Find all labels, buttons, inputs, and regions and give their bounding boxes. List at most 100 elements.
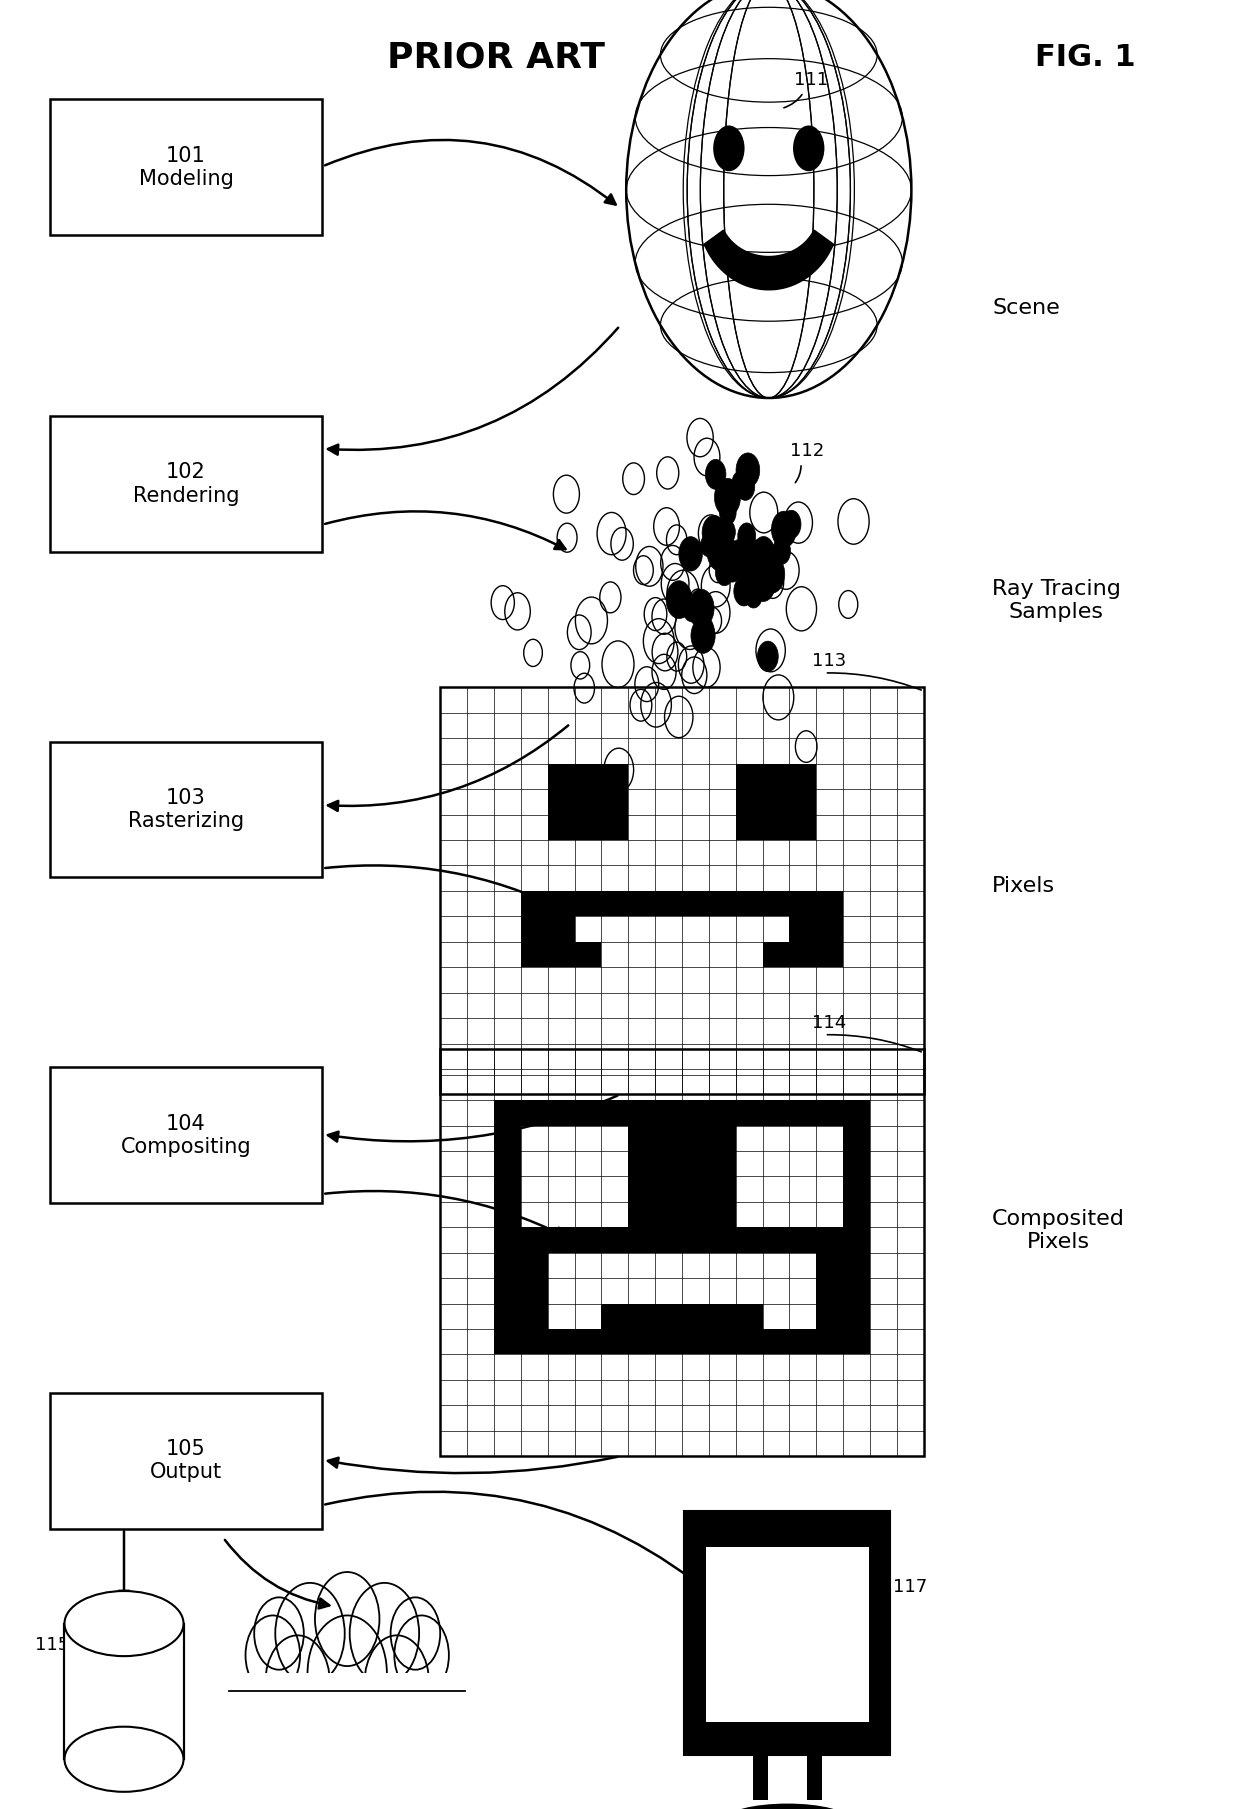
Bar: [494, 1176, 521, 1201]
Bar: [629, 1125, 655, 1151]
Bar: [629, 1304, 655, 1330]
Bar: [574, 763, 601, 789]
Bar: [682, 1176, 709, 1201]
Circle shape: [748, 539, 773, 575]
Circle shape: [743, 559, 758, 582]
Bar: [574, 890, 601, 917]
Bar: [709, 890, 735, 917]
Bar: [735, 789, 763, 814]
Text: 104
Compositing: 104 Compositing: [120, 1114, 252, 1156]
Circle shape: [688, 590, 714, 628]
Text: 112: 112: [790, 441, 825, 459]
Bar: [709, 1330, 735, 1355]
FancyBboxPatch shape: [50, 742, 322, 877]
Bar: [706, 1547, 869, 1722]
Circle shape: [246, 1615, 300, 1695]
Circle shape: [745, 582, 763, 608]
Circle shape: [732, 470, 749, 496]
Bar: [753, 1746, 768, 1800]
Bar: [655, 1100, 682, 1125]
Circle shape: [753, 537, 775, 568]
Text: 115: 115: [35, 1635, 69, 1653]
Bar: [682, 1125, 709, 1151]
Circle shape: [759, 555, 785, 593]
Bar: [494, 1201, 521, 1227]
Bar: [574, 814, 601, 839]
Text: Ray Tracing
Samples: Ray Tracing Samples: [992, 579, 1121, 622]
Bar: [548, 1100, 574, 1125]
Polygon shape: [704, 230, 833, 289]
Circle shape: [734, 577, 754, 606]
Bar: [548, 942, 574, 968]
FancyBboxPatch shape: [50, 416, 322, 552]
Bar: [655, 1151, 682, 1176]
Bar: [574, 789, 601, 814]
Bar: [601, 1100, 629, 1125]
Bar: [843, 1330, 870, 1355]
Ellipse shape: [713, 125, 744, 172]
Bar: [790, 1100, 816, 1125]
Bar: [574, 942, 601, 968]
Bar: [521, 1252, 548, 1279]
Bar: [494, 1279, 521, 1304]
FancyBboxPatch shape: [50, 1393, 322, 1529]
Bar: [816, 890, 843, 917]
Bar: [521, 917, 548, 942]
Bar: [763, 1227, 790, 1252]
Bar: [790, 814, 816, 839]
Text: 105
Output: 105 Output: [150, 1440, 222, 1482]
Bar: [494, 1125, 521, 1151]
Circle shape: [758, 640, 779, 671]
Circle shape: [781, 510, 801, 539]
Bar: [601, 1330, 629, 1355]
Bar: [735, 763, 763, 789]
Bar: [790, 942, 816, 968]
Circle shape: [743, 545, 764, 575]
Bar: [521, 1227, 548, 1252]
Text: 101
Modeling: 101 Modeling: [139, 147, 233, 188]
Circle shape: [759, 566, 779, 595]
Bar: [229, 1673, 465, 1737]
Bar: [682, 890, 709, 917]
Circle shape: [719, 519, 735, 545]
Bar: [735, 890, 763, 917]
Bar: [521, 1279, 548, 1304]
Bar: [763, 942, 790, 968]
Text: 114: 114: [812, 1013, 847, 1031]
Bar: [601, 890, 629, 917]
Bar: [816, 942, 843, 968]
Bar: [709, 1100, 735, 1125]
Circle shape: [722, 552, 743, 582]
Bar: [655, 1330, 682, 1355]
Bar: [709, 1176, 735, 1201]
Bar: [601, 1304, 629, 1330]
Bar: [709, 1201, 735, 1227]
Bar: [735, 1100, 763, 1125]
Bar: [629, 1151, 655, 1176]
Bar: [790, 763, 816, 789]
Bar: [790, 1227, 816, 1252]
Circle shape: [365, 1635, 429, 1729]
FancyBboxPatch shape: [684, 1511, 890, 1755]
Bar: [494, 1330, 521, 1355]
Circle shape: [391, 1597, 440, 1670]
Bar: [440, 1049, 924, 1456]
Bar: [735, 1304, 763, 1330]
Bar: [843, 1125, 870, 1151]
Circle shape: [737, 546, 763, 584]
Ellipse shape: [794, 125, 825, 172]
Bar: [682, 1304, 709, 1330]
Circle shape: [753, 545, 773, 573]
Circle shape: [706, 459, 725, 488]
Ellipse shape: [725, 1804, 849, 1809]
Circle shape: [265, 1635, 330, 1729]
Circle shape: [715, 559, 733, 586]
Bar: [843, 1176, 870, 1201]
Bar: [763, 789, 790, 814]
Bar: [548, 763, 574, 789]
Circle shape: [350, 1583, 419, 1684]
Circle shape: [709, 530, 735, 570]
Bar: [494, 1100, 521, 1125]
Bar: [816, 1330, 843, 1355]
Text: PRIOR ART: PRIOR ART: [387, 42, 605, 74]
